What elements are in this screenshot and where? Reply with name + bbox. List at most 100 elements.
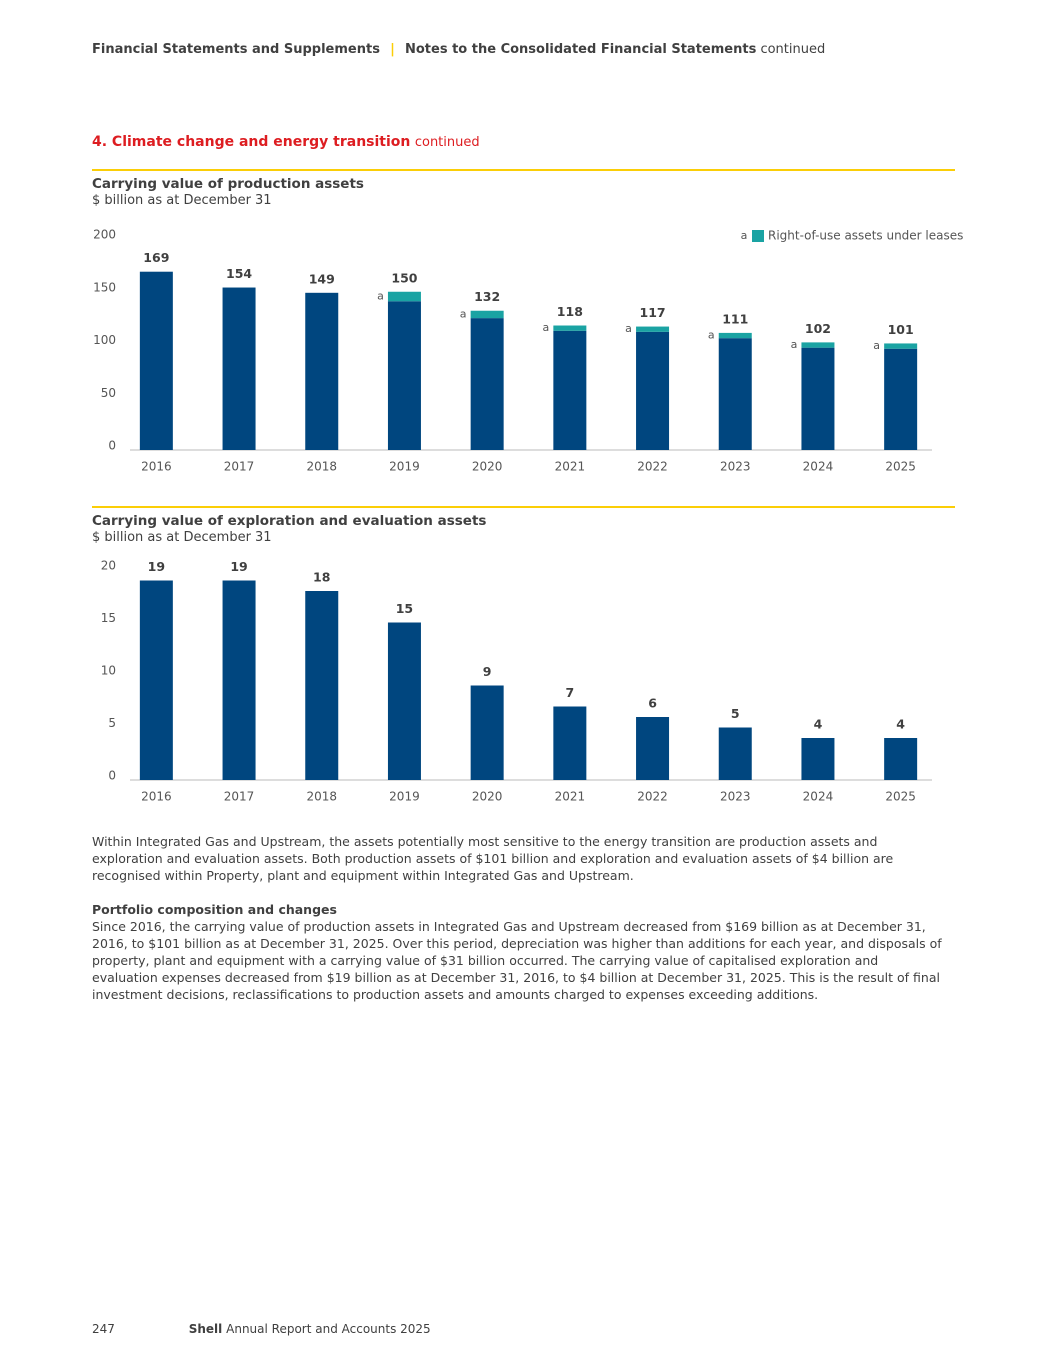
lease-segment	[801, 342, 835, 348]
y-tick-label: 10	[101, 664, 116, 678]
value-label: 149	[309, 271, 335, 286]
bar-segment	[884, 348, 918, 450]
rule	[92, 169, 955, 171]
chart-subtitle: $ billion as at December 31	[92, 193, 272, 208]
x-tick-label: 2021	[555, 790, 586, 804]
bar-segment	[305, 292, 339, 450]
x-tick-label: 2022	[637, 460, 668, 474]
bar	[387, 622, 421, 780]
note-marker: a	[377, 289, 384, 302]
y-tick-label: 5	[108, 716, 116, 730]
chart-title: Carrying value of production assets	[92, 176, 364, 192]
header-suffix: continued	[760, 42, 826, 57]
header-subsection: Notes to the Consolidated Financial Stat…	[404, 42, 757, 57]
note-marker: a	[625, 322, 632, 335]
value-label: 117	[640, 305, 666, 320]
lease-segment	[636, 326, 670, 332]
x-tick-label: 2022	[637, 790, 668, 804]
x-tick-label: 2016	[141, 790, 172, 804]
bar-segment	[636, 331, 670, 450]
x-tick-label: 2020	[472, 790, 503, 804]
value-label: 150	[391, 270, 417, 285]
y-tick-label: 0	[108, 769, 116, 783]
chart-title: Carrying value of exploration and evalua…	[92, 513, 487, 529]
page-footer: 247 Shell Annual Report and Accounts 202…	[92, 1322, 431, 1336]
value-label: 4	[814, 717, 823, 732]
x-tick-label: 2019	[389, 790, 420, 804]
heading-title: 4. Climate change and energy transition	[92, 134, 411, 150]
bar	[139, 580, 173, 780]
x-tick-label: 2017	[224, 790, 255, 804]
x-tick-label: 2025	[885, 790, 916, 804]
legend-swatch	[752, 230, 764, 242]
value-label: 19	[148, 559, 165, 574]
value-label: 118	[557, 304, 583, 319]
bar	[222, 580, 256, 780]
page-number: 247	[92, 1322, 115, 1336]
value-label: 5	[731, 706, 740, 721]
paragraph: Within Integrated Gas and Upstream, the …	[92, 834, 894, 883]
value-label: 132	[474, 289, 500, 304]
bar	[305, 591, 339, 780]
bar-segment	[387, 301, 421, 450]
heading-suffix: continued	[414, 135, 480, 150]
value-label: 169	[143, 250, 169, 265]
lease-segment	[884, 343, 918, 349]
x-tick-label: 2018	[306, 790, 337, 804]
x-tick-label: 2024	[803, 790, 834, 804]
y-tick-label: 20	[101, 559, 116, 573]
report-name: Annual Report and Accounts 2025	[226, 1322, 431, 1336]
bar	[470, 685, 504, 780]
section-heading: 4. Climate change and energy transition …	[92, 134, 480, 150]
note-marker: a	[542, 321, 549, 334]
value-label: 18	[313, 570, 330, 585]
note-marker: a	[460, 307, 467, 320]
value-label: 154	[226, 266, 252, 281]
x-tick-label: 2020	[472, 460, 503, 474]
rule	[92, 506, 955, 508]
y-tick-label: 100	[93, 333, 116, 347]
bar-segment	[470, 318, 504, 450]
bar	[801, 738, 835, 780]
x-tick-label: 2023	[720, 790, 751, 804]
bar-segment	[801, 347, 835, 450]
value-label: 111	[722, 311, 748, 326]
x-tick-label: 2024	[803, 460, 834, 474]
value-label: 19	[230, 559, 247, 574]
paragraph: Since 2016, the carrying value of produc…	[92, 919, 942, 1002]
bar-segment	[222, 287, 256, 450]
bar	[884, 738, 918, 780]
lease-segment	[387, 291, 421, 302]
bar-segment	[553, 330, 587, 450]
y-tick-label: 200	[93, 228, 116, 242]
bar	[718, 727, 752, 780]
brand: Shell	[188, 1322, 223, 1336]
bar-segment	[718, 338, 752, 450]
x-tick-label: 2019	[389, 460, 420, 474]
y-tick-label: 50	[101, 386, 116, 400]
value-label: 7	[565, 685, 574, 700]
note-marker: a	[708, 329, 715, 342]
x-tick-label: 2021	[555, 460, 586, 474]
value-label: 6	[648, 696, 657, 711]
legend-label: Right-of-use assets under leases	[768, 229, 963, 243]
lease-segment	[553, 325, 587, 331]
chart-subtitle: $ billion as at December 31	[92, 530, 272, 545]
note-marker: a	[873, 339, 880, 352]
page-header: Financial Statements and Supplements | N…	[92, 42, 825, 57]
x-tick-label: 2018	[306, 460, 337, 474]
bar-segment	[139, 271, 173, 450]
header-section: Financial Statements and Supplements	[92, 42, 380, 57]
value-label: 102	[805, 321, 831, 336]
header-separator: |	[390, 42, 395, 57]
x-tick-label: 2023	[720, 460, 751, 474]
value-label: 4	[896, 717, 905, 732]
value-label: 9	[483, 664, 492, 679]
subheading: Portfolio composition and changes	[92, 902, 337, 917]
bar	[553, 706, 587, 780]
x-tick-label: 2016	[141, 460, 172, 474]
value-label: 101	[888, 322, 914, 337]
y-tick-label: 15	[101, 611, 116, 625]
